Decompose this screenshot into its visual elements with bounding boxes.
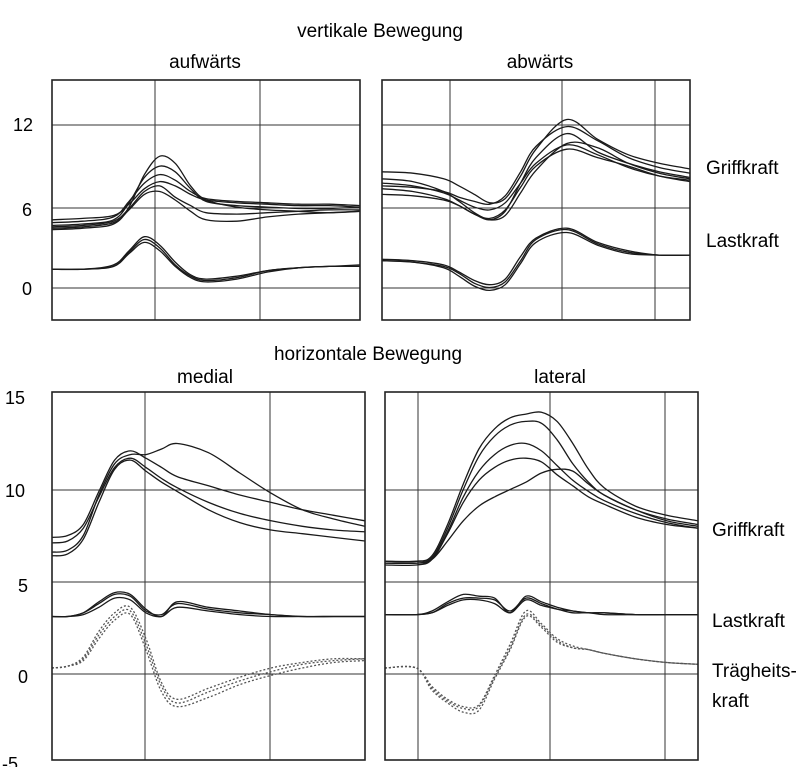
series-line-griffkraft-3 <box>51 180 361 221</box>
series-line-traegheitskraft-9 <box>384 609 699 709</box>
plot-frame <box>384 391 699 761</box>
y-tick-label: 5 <box>18 576 28 596</box>
panel-title: lateral <box>534 367 586 388</box>
series-line-traegheitskraft-7 <box>51 605 366 700</box>
series-line-lastkraft-6 <box>51 596 365 618</box>
series-line-griffkraft-4 <box>51 190 361 229</box>
title-horizontal: horizontale Bewegung <box>274 344 462 365</box>
y-tick-label: 10 <box>5 481 25 501</box>
series-line-lastkraft-8 <box>51 235 361 280</box>
label-traegheitskraft-line2: kraft <box>712 691 750 712</box>
series-line-griffkraft-3 <box>51 457 366 544</box>
plot-lines <box>381 118 691 292</box>
panel-title: aufwärts <box>169 52 241 73</box>
series-line-lastkraft-8 <box>381 231 691 292</box>
y-tick-label: 6 <box>22 200 32 220</box>
series-line-griffkraft-3 <box>381 141 691 221</box>
series-line-griffkraft-0 <box>51 450 366 539</box>
plot-frame <box>51 391 366 761</box>
series-line-griffkraft-2 <box>51 459 366 557</box>
label-lastkraft-bottom: Lastkraft <box>712 611 786 632</box>
series-line-griffkraft-5 <box>51 185 361 228</box>
series-line-lastkraft-6 <box>51 238 361 282</box>
plot-frame <box>51 79 361 321</box>
series-line-griffkraft-2 <box>51 173 361 224</box>
series-line-traegheitskraft-8 <box>384 615 699 715</box>
panel-medial: medial 15 10 5 0 -5 <box>2 367 366 767</box>
panel-lateral: lateral <box>384 367 699 761</box>
series-line-griffkraft-1 <box>51 165 361 227</box>
series-line-lastkraft-7 <box>384 598 698 616</box>
series-line-griffkraft-3 <box>384 457 699 565</box>
gridlines <box>52 392 365 760</box>
gridlines <box>385 392 698 760</box>
panel-title: abwärts <box>507 52 574 73</box>
label-griffkraft-top: Griffkraft <box>706 158 779 179</box>
plot-lines <box>51 442 366 708</box>
series-line-griffkraft-0 <box>384 411 699 563</box>
series-line-griffkraft-1 <box>384 420 699 563</box>
y-tick-label: 15 <box>5 388 25 408</box>
panel-title: medial <box>177 367 233 388</box>
plot-frame <box>381 79 691 321</box>
label-traegheitskraft-line1: Trägheits- <box>712 661 797 682</box>
series-line-griffkraft-4 <box>384 468 699 565</box>
series-line-traegheitskraft-10 <box>384 613 699 711</box>
panel-abwaerts: abwärts <box>381 52 691 321</box>
series-line-griffkraft-0 <box>381 118 691 204</box>
series-line-griffkraft-5 <box>381 144 691 211</box>
y-tick-label: -5 <box>2 754 18 767</box>
series-line-griffkraft-0 <box>51 155 361 231</box>
series-line-traegheitskraft-8 <box>51 612 366 708</box>
y-tick-label: 0 <box>22 279 32 299</box>
panel-aufwaerts: aufwärts 12 6 0 <box>13 52 361 321</box>
title-vertical: vertikale Bewegung <box>297 21 463 42</box>
series-line-griffkraft-4 <box>381 148 691 220</box>
series-line-lastkraft-7 <box>51 241 361 283</box>
gridlines <box>382 80 690 320</box>
label-griffkraft-bottom: Griffkraft <box>712 520 785 541</box>
series-line-lastkraft-7 <box>381 227 691 286</box>
label-lastkraft-top: Lastkraft <box>706 231 780 252</box>
plot-lines <box>51 155 361 283</box>
series-line-traegheitskraft-9 <box>51 608 366 704</box>
series-line-griffkraft-1 <box>51 442 366 553</box>
series-line-lastkraft-6 <box>384 593 698 616</box>
y-tick-label: 0 <box>18 667 28 687</box>
series-line-lastkraft-4 <box>51 593 365 618</box>
y-tick-label: 12 <box>13 115 33 135</box>
plot-lines <box>384 411 699 715</box>
series-line-lastkraft-6 <box>381 228 691 289</box>
